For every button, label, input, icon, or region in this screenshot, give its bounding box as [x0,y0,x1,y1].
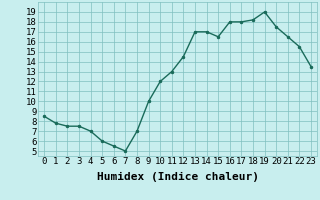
X-axis label: Humidex (Indice chaleur): Humidex (Indice chaleur) [97,172,259,182]
